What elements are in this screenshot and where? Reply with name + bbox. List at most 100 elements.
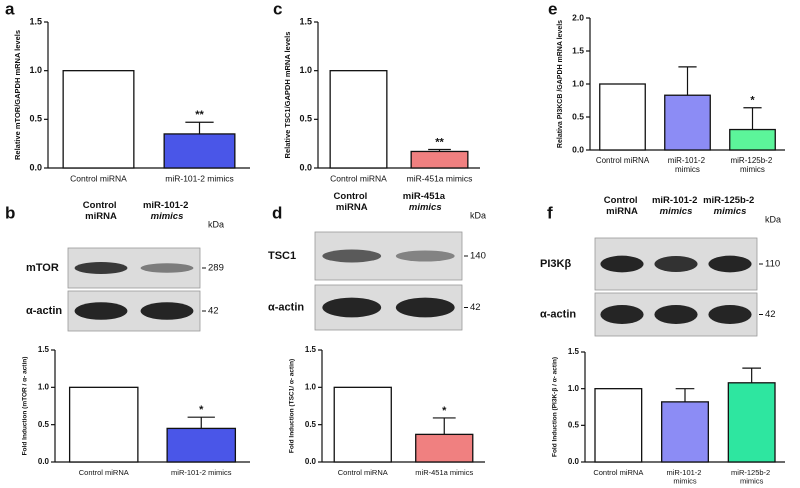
bar [727,382,776,463]
blot-band [600,305,644,324]
y-tick-label: 0.5 [38,420,50,429]
blot-band [140,302,194,320]
bar [410,150,469,169]
y-tick-label: 1.0 [299,65,312,75]
y-tick-label: 1.0 [572,78,584,88]
marker-size: 42 [470,302,481,313]
bar [661,401,709,463]
blot-strip [594,292,758,337]
blot-band [74,302,128,320]
marker-size: 110 [765,259,780,270]
blot-band [322,249,382,263]
x-tick-label: Control miRNA [338,468,388,477]
x-tick-label: Control miRNA [330,173,387,183]
y-tick-label: 0.0 [568,457,580,466]
blot-band [708,305,752,324]
error-bar [432,417,456,435]
bar [594,388,643,463]
y-tick-label: 0.0 [38,457,50,466]
blot-band [600,255,644,273]
blot-band [708,255,752,273]
panel-letter: b [5,203,15,222]
y-tick-label: 0.0 [299,162,312,172]
protein-label: α-actin [268,301,304,313]
bar [664,94,711,151]
blot-band [140,263,194,273]
x-tick-label: Control miRNA [70,173,127,183]
blot-strip [314,231,463,281]
y-axis-label: Relativa PI3KCB /GAPDH mRNA levels [557,20,564,148]
bar [415,433,474,463]
blot-band [654,256,698,272]
bar [68,386,139,463]
significance: ** [195,109,204,121]
y-axis-label: Fold Induction (mTOR / α- actin) [22,357,29,456]
x-tick-label: miR-101-2 mimics [165,173,233,183]
x-tick-label: miR-451a mimics [415,468,473,477]
bar [163,133,236,169]
x-tick-label: miR-101-2 mimics [668,156,708,174]
unit-label: kDa [765,214,781,224]
bar [729,128,776,151]
error-bar [428,148,451,152]
lane-label: Control miRNA [604,195,640,217]
x-tick-label: Control miRNA [79,468,129,477]
y-tick-label: 1.5 [568,347,580,356]
x-tick-label: miR-451a mimics [407,173,473,183]
significance: * [442,405,447,417]
lane-label: Control miRNA [334,191,370,213]
y-axis-label: Relative TSC1/GAPDH mRNA levels [283,32,292,159]
error-bar [743,107,762,130]
y-tick-label: 2.0 [572,12,584,22]
protein-label: PI3Kβ [540,258,571,270]
y-tick-label: 1.5 [299,16,312,26]
protein-label: α-actin [26,305,62,317]
error-bar [678,66,697,96]
blot-band [395,250,455,262]
marker-size: 140 [470,251,486,262]
blot-strip [594,237,758,291]
error-bar [187,416,215,429]
unit-label: kDa [208,219,224,229]
bar [333,386,392,463]
bar [62,70,135,169]
error-bar [185,121,214,134]
y-tick-label: 0.5 [572,111,584,121]
y-tick-label: 1.5 [29,16,42,26]
panel-letter: a [5,0,15,18]
significance: * [750,95,755,107]
significance: ** [435,136,444,148]
lane-label: miR-451a mimics [403,191,448,213]
y-tick-label: 0.5 [29,114,42,124]
y-tick-label: 1.5 [38,345,50,354]
blot-strip [314,284,463,331]
protein-label: α-actin [540,308,576,320]
y-tick-label: 1.0 [38,382,50,391]
y-tick-label: 0.0 [572,144,584,154]
x-tick-label: Control miRNA [593,468,643,477]
lane-label: Control miRNA [83,200,119,222]
x-tick-label: miR-101-2 mimics [666,468,703,486]
blot-strip [67,290,201,332]
y-tick-label: 1.0 [568,384,580,393]
y-tick-label: 0.5 [299,114,312,124]
y-tick-label: 0.0 [29,162,42,172]
x-tick-label: miR-101-2 mimics [171,468,232,477]
panel-letter: c [273,0,282,18]
blot-band [654,305,698,324]
y-axis-label: Fold Induction (TSC1/ α- actin) [289,359,296,453]
unit-label: kDa [470,210,486,220]
bar [166,427,237,463]
marker-size: 289 [208,263,224,274]
lane-label: miR-101-2 mimics [652,195,700,217]
bar [599,83,646,151]
y-tick-label: 1.5 [305,345,317,354]
marker-size: 42 [765,309,776,320]
marker-size: 42 [208,306,219,317]
blot-band [395,297,455,318]
error-bar [742,367,761,383]
y-tick-label: 1.5 [572,45,584,55]
x-tick-label: miR-125b-2 mimics [731,468,772,486]
